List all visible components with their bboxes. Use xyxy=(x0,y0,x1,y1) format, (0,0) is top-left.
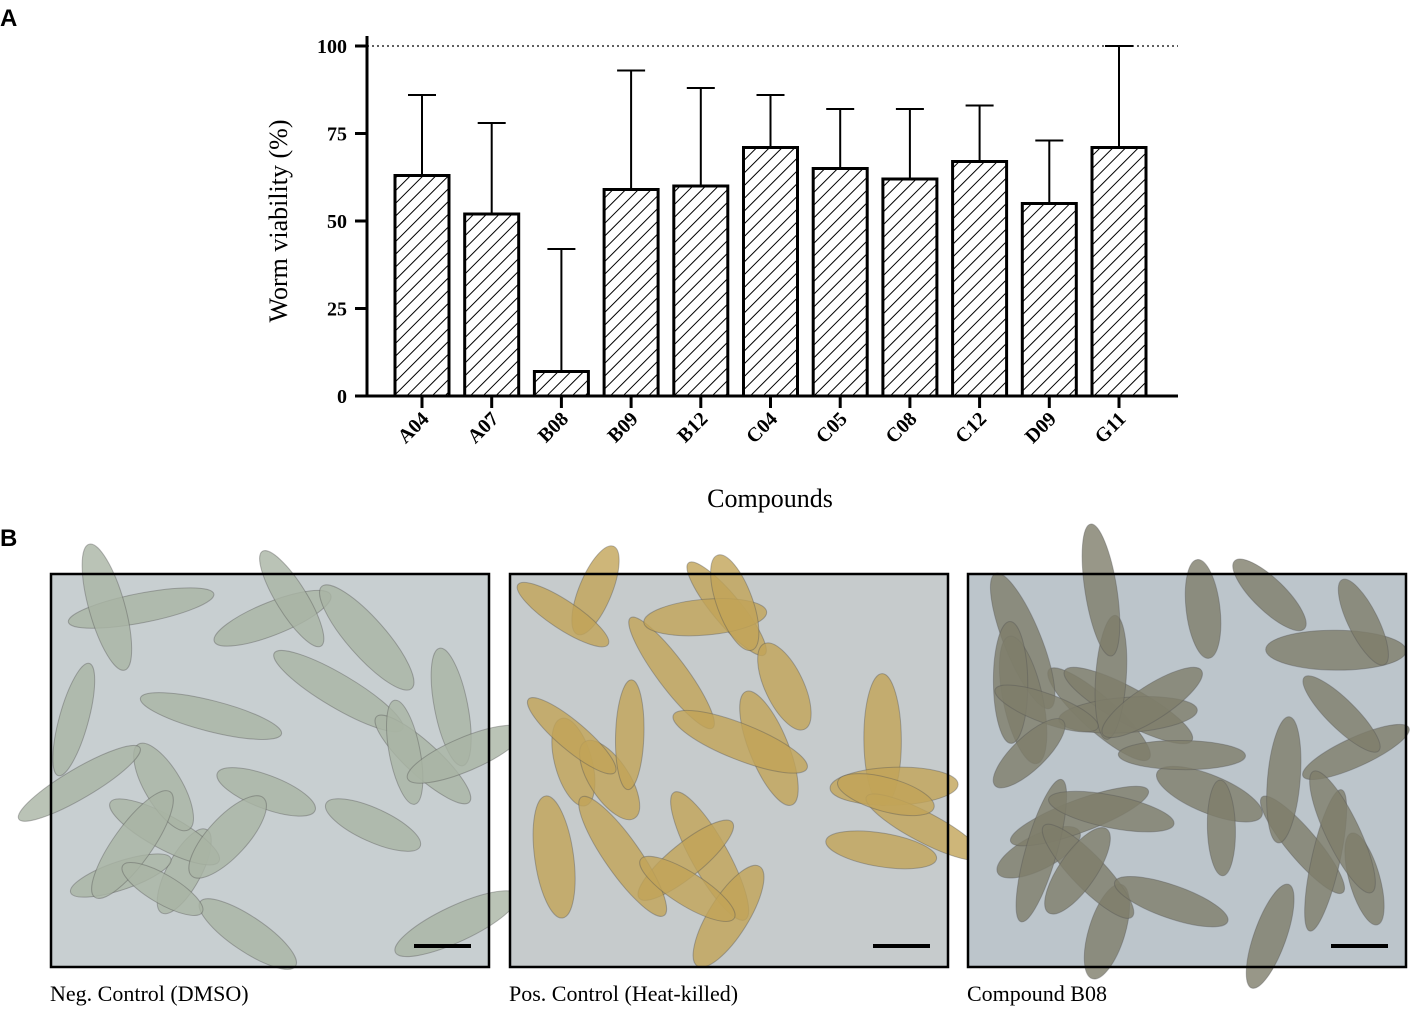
micrograph-frame xyxy=(49,572,491,969)
error-bar xyxy=(756,94,785,148)
bar xyxy=(742,146,799,398)
worm xyxy=(1206,779,1236,877)
worm xyxy=(1113,875,1229,928)
worm xyxy=(614,679,645,791)
y-axis-label: Worm viability (%) xyxy=(264,120,293,323)
error-bar xyxy=(1035,139,1064,204)
worm xyxy=(1309,770,1376,894)
worm xyxy=(578,795,668,917)
worm xyxy=(1184,559,1222,659)
bar xyxy=(532,370,590,398)
bar xyxy=(1090,146,1148,398)
panel-label: A xyxy=(0,5,17,32)
error-bar xyxy=(547,248,576,372)
worm xyxy=(992,620,1029,744)
worm xyxy=(1302,675,1381,753)
bar xyxy=(881,177,939,398)
bar xyxy=(463,212,521,398)
worm xyxy=(1337,578,1389,666)
worm xyxy=(1245,883,1295,989)
error-bar xyxy=(895,108,924,179)
worm xyxy=(526,697,617,775)
worm xyxy=(133,742,194,832)
worm xyxy=(139,692,283,740)
worm xyxy=(1048,790,1175,833)
y-tick-label: 25 xyxy=(327,299,347,321)
worm xyxy=(91,790,174,899)
x-tick-label: G11 xyxy=(1091,408,1131,448)
worm xyxy=(672,709,808,774)
worm xyxy=(1101,666,1203,739)
error-bar xyxy=(965,104,994,162)
x-tick-label: A04 xyxy=(394,408,434,448)
bar xyxy=(811,167,869,398)
worm xyxy=(1117,739,1246,771)
bar xyxy=(393,174,451,398)
worm xyxy=(81,543,133,671)
error-bar xyxy=(617,69,646,190)
panel-label: B xyxy=(0,525,17,552)
x-tick-label: B12 xyxy=(673,408,712,447)
worm xyxy=(516,581,610,648)
worm xyxy=(1266,716,1302,844)
worm xyxy=(1081,523,1121,657)
worm xyxy=(994,684,1099,733)
x-tick-label: C12 xyxy=(951,408,991,448)
micrographs: Neg. Control (DMSO) Pos. Control (Heat-ki… xyxy=(17,523,1410,1006)
bar xyxy=(672,184,730,398)
y-tick-label: 50 xyxy=(327,211,347,233)
worm xyxy=(532,795,576,919)
worm xyxy=(1232,558,1307,632)
worm xyxy=(992,718,1066,789)
worm xyxy=(188,795,267,879)
worm xyxy=(757,642,812,731)
micrograph-frame xyxy=(966,572,1408,969)
error-bar xyxy=(686,87,715,186)
image-caption: Pos. Control (Heat-killed) xyxy=(509,981,738,1006)
worm xyxy=(837,773,935,817)
worm xyxy=(639,855,736,922)
error-bar xyxy=(826,108,855,169)
worm xyxy=(17,744,141,822)
x-tick-label: C04 xyxy=(742,408,782,448)
worm xyxy=(1044,827,1111,915)
worm xyxy=(324,798,422,852)
worm xyxy=(1156,765,1263,823)
x-tick-label: B09 xyxy=(604,408,643,447)
error-bar xyxy=(477,122,506,214)
y-tick-label: 75 xyxy=(327,124,347,146)
worm xyxy=(52,662,96,777)
error-bar xyxy=(1105,45,1133,148)
x-tick-label: D09 xyxy=(1021,408,1061,448)
worm xyxy=(319,584,415,691)
worm xyxy=(825,830,938,870)
x-tick-label: A07 xyxy=(463,408,503,448)
bar xyxy=(602,188,660,398)
x-tick-label: B08 xyxy=(534,408,573,447)
x-axis-label: Compounds xyxy=(707,484,833,513)
image-caption: Neg. Control (DMSO) xyxy=(50,981,249,1006)
worm xyxy=(710,554,760,652)
x-tick-label: C05 xyxy=(812,408,852,448)
x-tick-label: C08 xyxy=(882,408,922,448)
image-caption: Compound B08 xyxy=(967,981,1107,1006)
micrograph-frame xyxy=(508,572,950,969)
worm xyxy=(121,862,204,916)
bar xyxy=(951,160,1009,398)
y-tick-label: 0 xyxy=(337,386,347,408)
bar xyxy=(1020,202,1078,398)
error-bar xyxy=(408,94,436,176)
y-tick-label: 100 xyxy=(317,36,347,58)
